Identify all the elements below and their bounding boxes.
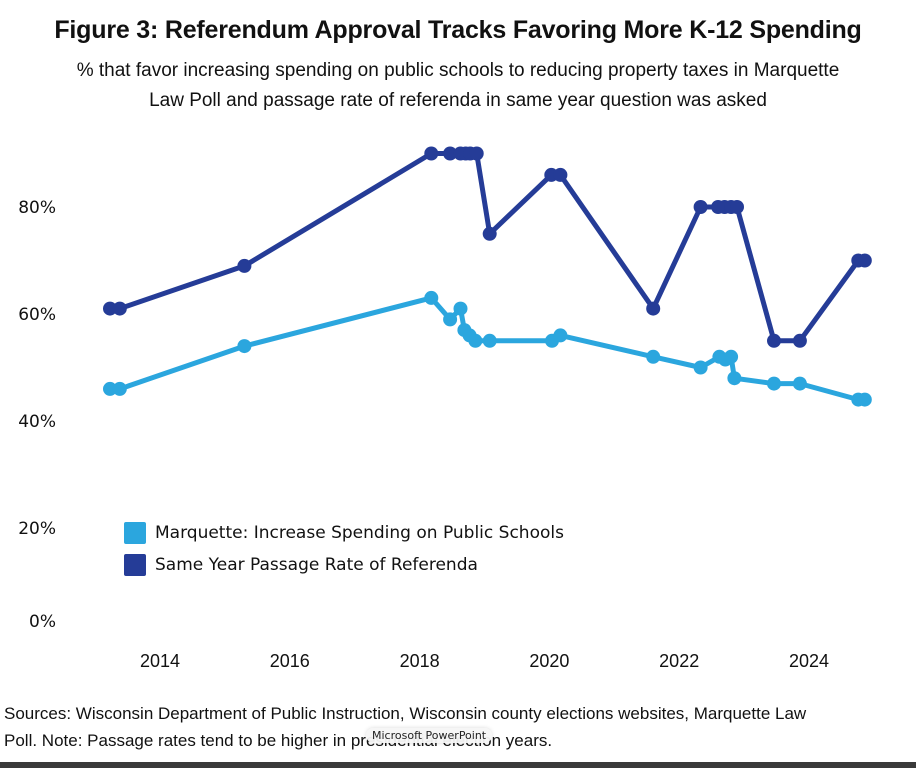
app-tooltip: Microsoft PowerPoint xyxy=(366,728,493,743)
data-point[interactable] xyxy=(482,226,497,241)
y-tick-label: 20% xyxy=(18,519,56,539)
data-point[interactable] xyxy=(724,349,739,364)
x-tick-label: 2014 xyxy=(140,651,180,671)
data-point[interactable] xyxy=(112,301,127,316)
data-point[interactable] xyxy=(553,328,568,343)
legend: Marquette: Increase Spending on Public S… xyxy=(124,517,564,581)
x-tick-label: 2016 xyxy=(270,651,310,671)
data-point[interactable] xyxy=(469,146,484,161)
data-point[interactable] xyxy=(443,146,458,161)
x-tick-label: 2022 xyxy=(659,651,699,671)
series-referenda xyxy=(103,146,872,348)
y-tick-label: 80% xyxy=(18,198,56,218)
data-point[interactable] xyxy=(767,376,781,391)
data-point[interactable] xyxy=(482,333,497,348)
data-point[interactable] xyxy=(553,167,568,182)
data-point[interactable] xyxy=(792,376,807,391)
data-point[interactable] xyxy=(857,392,872,407)
chart-title: Figure 3: Referendum Approval Tracks Fav… xyxy=(54,16,862,44)
y-tick-label: 0% xyxy=(29,612,56,632)
data-point[interactable] xyxy=(646,349,661,364)
subtitle-line: % that favor increasing spending on publ… xyxy=(76,60,840,81)
data-point[interactable] xyxy=(453,301,468,316)
data-point[interactable] xyxy=(424,146,439,161)
data-point[interactable] xyxy=(468,333,483,348)
data-point[interactable] xyxy=(857,253,872,268)
y-axis: 0% 20% 40% 60% 80% xyxy=(18,198,56,632)
data-point[interactable] xyxy=(237,339,252,354)
y-tick-label: 60% xyxy=(18,305,56,325)
source-note: Sources: Wisconsin Department of Public … xyxy=(4,700,914,754)
data-point[interactable] xyxy=(424,290,439,305)
legend-label: Same Year Passage Rate of Referenda xyxy=(155,555,478,575)
source-line: Sources: Wisconsin Department of Public … xyxy=(4,704,807,723)
data-point[interactable] xyxy=(646,301,661,316)
data-point[interactable] xyxy=(730,200,744,214)
x-tick-label: 2024 xyxy=(789,651,829,671)
line-chart: 0% 20% 40% 60% 80% 2014 2016 2018 2020 2022 2024 xyxy=(18,146,872,671)
data-point[interactable] xyxy=(693,200,708,214)
data-point[interactable] xyxy=(103,301,117,316)
x-tick-label: 2018 xyxy=(400,651,440,671)
data-point[interactable] xyxy=(693,360,708,375)
data-point[interactable] xyxy=(103,381,117,396)
data-point[interactable] xyxy=(727,371,742,386)
series-line xyxy=(107,295,868,403)
taskbar-edge xyxy=(0,762,916,768)
legend-item-marquette[interactable]: Marquette: Increase Spending on Public S… xyxy=(124,517,564,549)
legend-item-referenda[interactable]: Same Year Passage Rate of Referenda xyxy=(124,549,564,581)
data-point[interactable] xyxy=(792,333,807,348)
x-axis: 2014 2016 2018 2020 2022 2024 xyxy=(140,651,829,671)
series-marquette xyxy=(103,290,872,407)
series-line xyxy=(107,151,868,344)
legend-swatch-marquette xyxy=(124,522,146,544)
data-point[interactable] xyxy=(767,333,781,348)
data-point[interactable] xyxy=(443,312,458,327)
chart-subtitle: % that favor increasing spending on publ… xyxy=(0,56,916,116)
series-layer xyxy=(103,146,872,407)
x-tick-label: 2020 xyxy=(529,651,569,671)
legend-label: Marquette: Increase Spending on Public S… xyxy=(155,523,564,543)
legend-swatch-referenda xyxy=(124,554,146,576)
subtitle-line: Law Poll and passage rate of referenda i… xyxy=(149,90,767,111)
y-tick-label: 40% xyxy=(18,412,56,432)
data-point[interactable] xyxy=(237,258,252,273)
data-point[interactable] xyxy=(112,381,127,396)
